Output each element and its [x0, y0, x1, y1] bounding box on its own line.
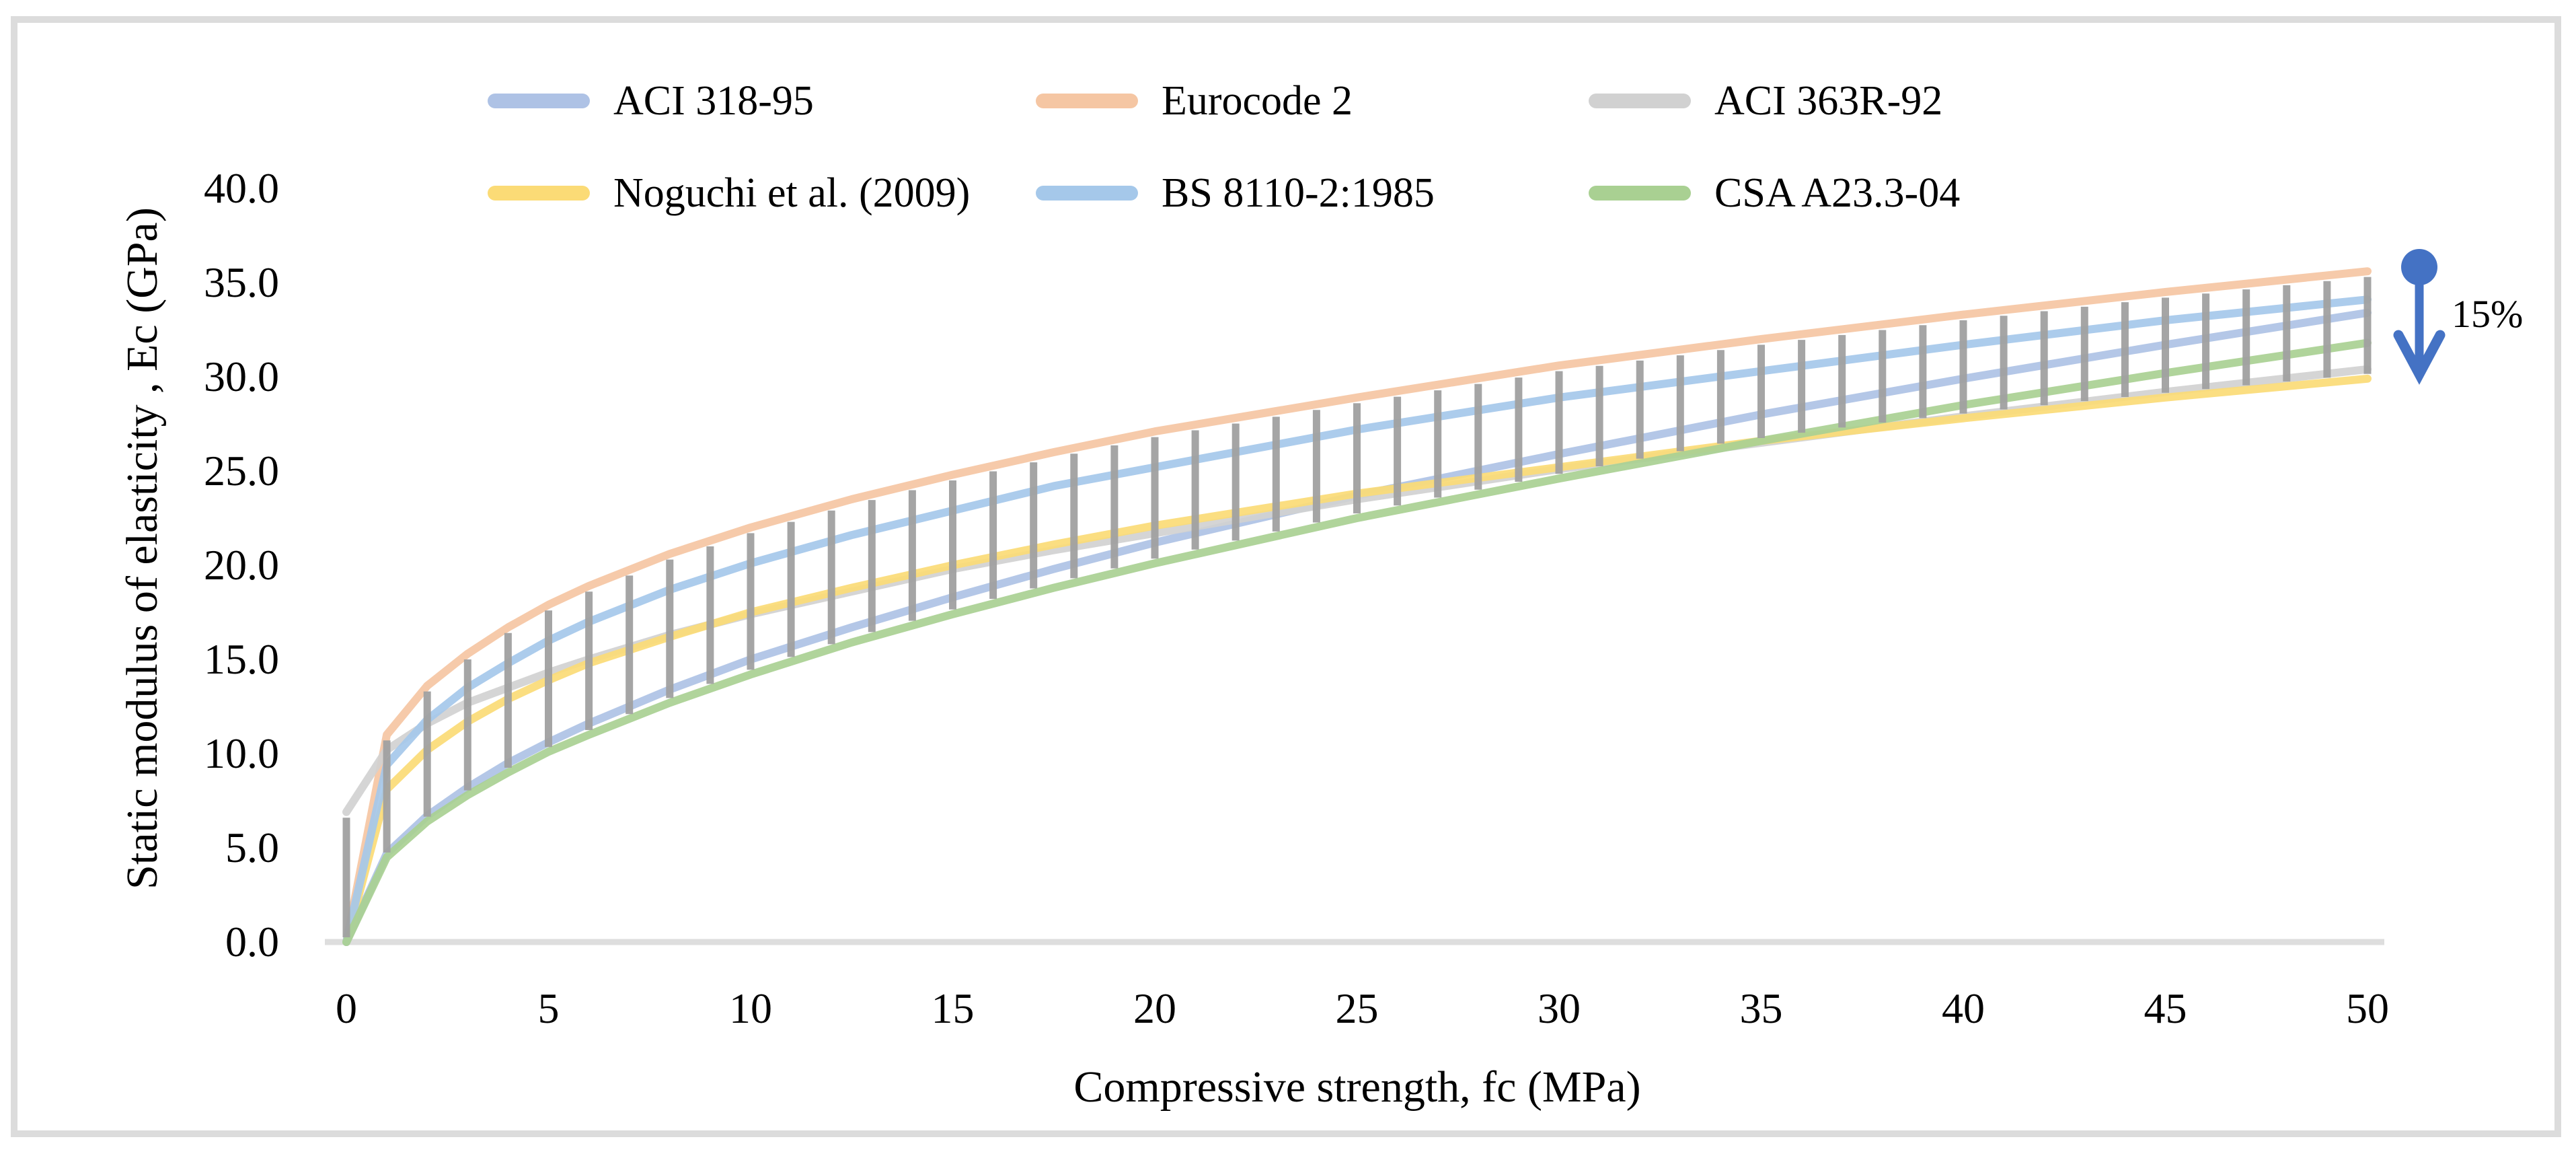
x-tick-label-30: 30: [1538, 984, 1581, 1032]
y-tick-label-5.0: 5.0: [225, 824, 279, 871]
y-tick-label-40.0: 40.0: [204, 164, 279, 212]
annotation-label: 15%: [2452, 292, 2524, 336]
down-arrow-icon: [2393, 249, 2446, 385]
x-tick-label-5: 5: [537, 984, 560, 1032]
legend-swatch-icon: [488, 94, 590, 108]
series-lines: [342, 267, 2372, 946]
y-axis-title: Static modulus of elasticity , Ec (GPa): [118, 207, 167, 890]
legend-swatch-icon: [1589, 186, 1691, 201]
legend-label: BS 8110-2:1985: [1162, 170, 1435, 216]
y-tick-label-10.0: 10.0: [204, 729, 279, 777]
legend-label: ACI 363R-92: [1714, 78, 1943, 124]
legend-label: ACI 318-95: [613, 78, 814, 124]
figure-border: [11, 16, 2561, 1137]
x-tick-label-50: 50: [2346, 984, 2389, 1032]
y-tick-label-20.0: 20.0: [204, 541, 279, 589]
legend-swatch-icon: [1036, 186, 1138, 201]
series-line-5: [342, 338, 2372, 946]
x-tick-label-10: 10: [729, 984, 772, 1032]
series-line-1: [342, 267, 2372, 946]
legend-label: Noguchi et al. (2009): [613, 170, 971, 216]
legend-swatch-icon: [1036, 94, 1138, 108]
legend-label: CSA A23.3-04: [1714, 170, 1961, 216]
x-tick-label-15: 15: [931, 984, 975, 1032]
y-tick-label-0.0: 0.0: [225, 918, 279, 966]
legend-label: Eurocode 2: [1162, 78, 1353, 124]
x-axis-title: Compressive strength, fc (MPa): [1073, 1062, 1641, 1112]
x-tick-label-40: 40: [1942, 984, 1985, 1032]
y-tick-label-15.0: 15.0: [204, 635, 279, 683]
x-tick-label-20: 20: [1133, 984, 1176, 1032]
y-tick-label-30.0: 30.0: [204, 353, 279, 400]
x-tick-label-45: 45: [2144, 984, 2187, 1032]
y-tick-label-25.0: 25.0: [204, 447, 279, 495]
y-tick-label-35.0: 35.0: [204, 258, 279, 306]
x-tick-label-0: 0: [336, 984, 357, 1032]
legend-swatch-icon: [1589, 94, 1691, 108]
x-tick-label-25: 25: [1335, 984, 1379, 1032]
legend-swatch-icon: [488, 186, 590, 201]
x-tick-label-35: 35: [1739, 984, 1783, 1032]
high-low-hatch-lines: [342, 277, 2372, 937]
